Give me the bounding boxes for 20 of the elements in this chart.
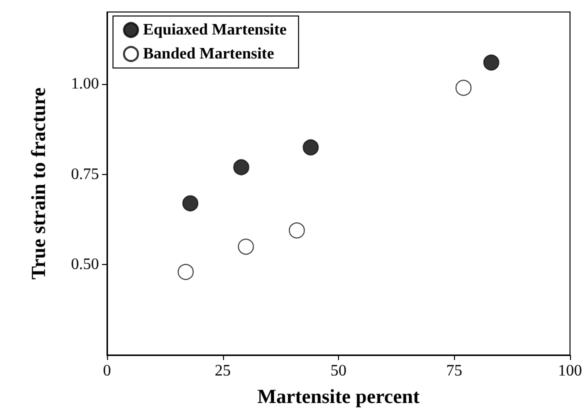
y-axis-title: True strain to fracture	[28, 87, 50, 280]
point	[483, 54, 500, 71]
point	[456, 80, 472, 96]
y-tick-label: 1.00	[71, 76, 99, 93]
point	[182, 195, 198, 212]
x-tick-label: 75	[446, 362, 462, 380]
point	[288, 222, 305, 238]
x-tick-label: 100	[558, 362, 582, 380]
point	[178, 264, 194, 280]
x-tick-label: 25	[214, 362, 231, 380]
point	[302, 139, 319, 156]
legend-label: Banded Martensite	[143, 46, 274, 62]
point	[238, 238, 254, 255]
y-tick-label: 0.75	[71, 166, 99, 183]
x-tick-label: 0	[103, 362, 111, 380]
y-tick-label: 0.50	[71, 256, 99, 274]
x-tick-label: 50	[330, 362, 346, 380]
point	[233, 159, 250, 176]
legend-label: Equiaxed Martensite	[143, 22, 287, 38]
x-axis-title: Martensite percent	[257, 386, 420, 408]
